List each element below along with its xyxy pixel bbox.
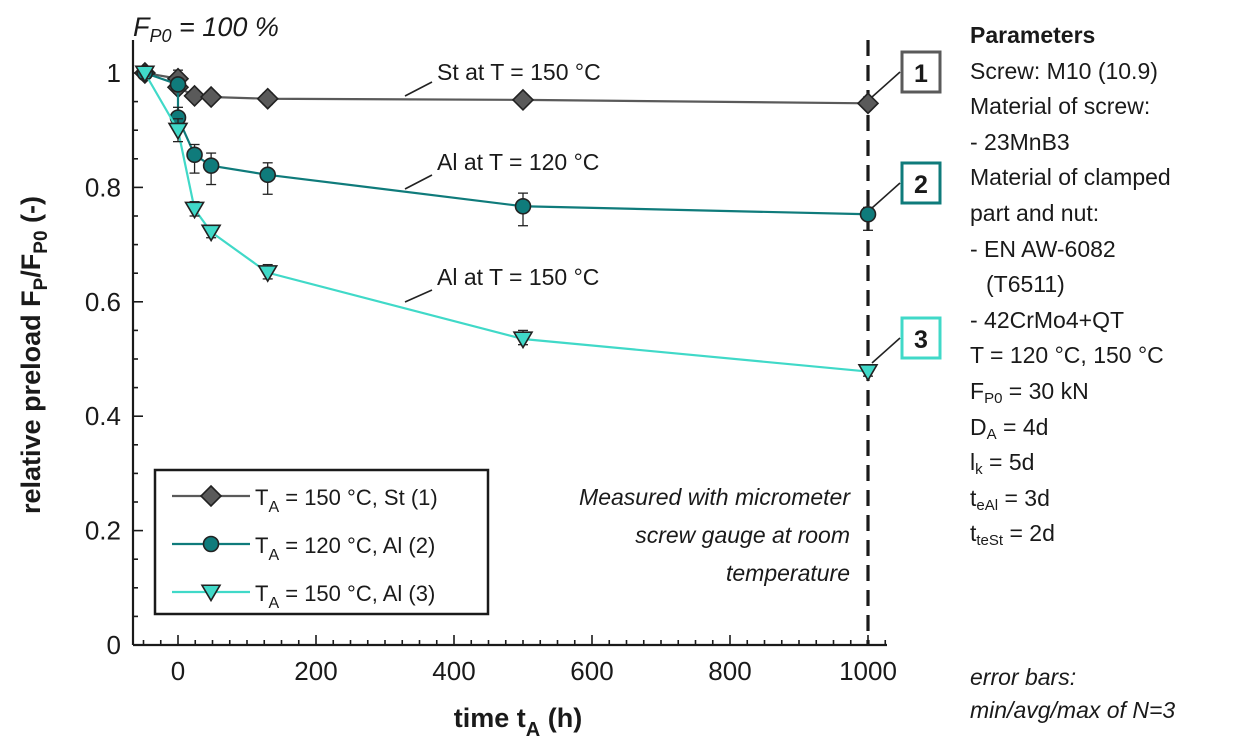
- y-tick-label: 0: [107, 630, 121, 660]
- data-point: [856, 92, 880, 115]
- param-material-clamped-1: Material of clamped: [970, 164, 1171, 191]
- error-note-line-1: error bars:: [970, 664, 1077, 690]
- data-point: [183, 84, 206, 108]
- box-label-2: 2: [914, 171, 928, 199]
- param-test: tteSt = 2d: [970, 520, 1055, 550]
- y-tick-label: 0.2: [85, 516, 121, 546]
- series-3-line: [143, 72, 869, 373]
- series-1-annotation: St at T = 150 °C: [437, 59, 601, 85]
- data-point: [184, 201, 205, 220]
- data-point: [186, 146, 203, 164]
- x-tick-label: 800: [708, 656, 751, 686]
- data-point: [259, 166, 277, 184]
- data-point: [167, 122, 189, 141]
- param-fp0: FP0 = 30 kN: [970, 377, 1089, 407]
- data-point: [134, 65, 156, 84]
- param-temperatures: T = 120 °C, 150 °C: [970, 342, 1164, 369]
- box-label-1: 1: [914, 60, 928, 88]
- y-tick-label: 0.8: [85, 172, 121, 202]
- param-teal: teAl = 3d: [970, 484, 1050, 514]
- legend-marker-3: [200, 584, 222, 603]
- x-tick-label: 600: [570, 656, 613, 686]
- series-box-1: [900, 50, 942, 94]
- legend-marks: [172, 484, 250, 603]
- y-axis-title: relative preload FP/FP0 (-): [16, 196, 52, 514]
- legend: TA = 150 °C, St (1) TA = 120 °C, Al (2) …: [153, 468, 490, 616]
- data-point: [859, 205, 877, 223]
- x-axis-title: time tA (h): [454, 703, 582, 741]
- y-tick-label: 0.6: [85, 287, 121, 317]
- x-tick-label: 1000: [839, 656, 897, 686]
- data-point: [199, 85, 223, 109]
- x-tick-label: 0: [171, 656, 185, 686]
- data-point: [257, 265, 279, 283]
- series-box-2: [900, 161, 942, 205]
- data-point: [202, 157, 220, 174]
- legend-entry-3: TA = 150 °C, Al (3): [255, 581, 435, 612]
- series-box-leader-3: [871, 337, 901, 364]
- fp0-label: FP0 = 100 %: [133, 12, 279, 46]
- data-point: [512, 331, 534, 350]
- legend-marker-1: [199, 484, 223, 508]
- parameters-panel: Parameters Screw: M10 (10.9) Material of…: [970, 18, 1238, 552]
- param-material-screw: Material of screw:: [970, 93, 1151, 120]
- measure-note-line-1: Measured with micrometer: [579, 484, 851, 510]
- series-2-line: [144, 71, 869, 216]
- param-lk: lk = 5d: [970, 449, 1035, 479]
- measure-note-line-3: temperature: [726, 560, 850, 586]
- series-2: [136, 64, 877, 231]
- chart-text: FP0 = 100 % time tA (h) relative preload…: [16, 12, 928, 741]
- series-box-leader-1: [871, 71, 901, 98]
- annotation-leader-1: [404, 81, 433, 97]
- data-point: [514, 197, 532, 215]
- legend-entry-1: TA = 150 °C, St (1): [255, 485, 438, 516]
- y-tick-label: 0.4: [85, 401, 121, 431]
- error-bar-note: error bars: min/avg/max of N=3: [970, 661, 1175, 727]
- param-material-clamped-value-1: - EN AW-6082: [970, 235, 1116, 262]
- y-tick-label: 1: [107, 58, 121, 88]
- param-material-screw-value: - 23MnB3: [970, 128, 1070, 155]
- data-point: [256, 87, 279, 110]
- param-material-clamped-2: part and nut:: [970, 199, 1100, 226]
- series-2-annotation: Al at T = 120 °C: [437, 149, 599, 175]
- series-3-annotation: Al at T = 150 °C: [437, 264, 599, 290]
- data-point: [200, 224, 222, 243]
- param-material-clamped-value-2: (T6511): [986, 271, 1065, 298]
- data-point: [857, 364, 879, 382]
- parameters-title: Parameters: [970, 22, 1096, 48]
- data-point: [511, 88, 535, 112]
- series-box-leader-2: [871, 182, 901, 209]
- param-screw: Screw: M10 (10.9): [970, 57, 1158, 84]
- series-3: [134, 65, 879, 382]
- param-material-clamped-value-3: - 42CrMo4+QT: [970, 306, 1125, 333]
- param-da: DA = 4d: [970, 413, 1049, 443]
- measure-note-line-2: screw gauge at room: [635, 522, 850, 548]
- legend-entry-2: TA = 120 °C, Al (2): [255, 533, 435, 564]
- x-tick-label: 200: [294, 656, 337, 686]
- series-box-3: [900, 316, 942, 360]
- box-label-3: 3: [914, 326, 928, 354]
- annotation-leader-3: [404, 289, 433, 303]
- annotation-leader-2: [404, 174, 433, 190]
- legend-marker-2: [202, 535, 220, 553]
- data-point: [169, 76, 187, 93]
- plot-area: [133, 40, 942, 645]
- error-note-line-2: min/avg/max of N=3: [970, 697, 1176, 723]
- chart: 0 0.2 0.4 0.6 0.8 1 0 200 400 600 800 1000 FP0 = 10…: [16, 12, 942, 741]
- x-tick-label: 400: [432, 656, 475, 686]
